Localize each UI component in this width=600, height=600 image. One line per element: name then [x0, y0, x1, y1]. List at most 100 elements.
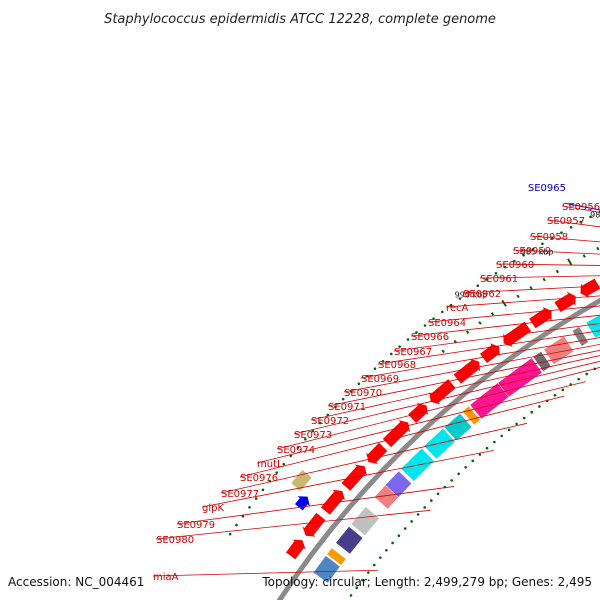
forward-gene[interactable]	[407, 402, 429, 424]
reverse-gene[interactable]	[312, 555, 341, 584]
label-leader	[427, 305, 600, 323]
ring-dot	[541, 242, 544, 246]
tick-mark	[501, 299, 507, 307]
tick-mark	[465, 330, 470, 335]
gene-label[interactable]: mutL	[257, 459, 283, 470]
gene-label[interactable]: SE0956	[562, 202, 600, 213]
ring-dot	[569, 225, 573, 229]
tick-mark	[567, 258, 573, 266]
label-leader	[152, 569, 378, 577]
ring-dot	[403, 527, 407, 530]
reverse-gene[interactable]	[571, 326, 589, 347]
label-leader	[360, 337, 600, 379]
ring-dot	[441, 310, 444, 314]
ring-dot	[373, 367, 377, 370]
label-leader	[445, 295, 600, 308]
forward-gene[interactable]	[428, 378, 457, 406]
ring-dot	[311, 429, 315, 433]
ring-dot	[513, 259, 516, 263]
gene-label[interactable]: SE0962	[463, 289, 501, 300]
gene-label[interactable]: SE0967	[394, 347, 432, 358]
ring-dot	[318, 421, 322, 425]
reverse-gene[interactable]	[423, 428, 456, 460]
ring-dot	[379, 556, 382, 559]
forward-gene[interactable]	[579, 277, 600, 299]
label-leader	[293, 360, 600, 435]
gene-label[interactable]: SE0957	[547, 216, 585, 227]
selected-feature[interactable]: SE0965	[291, 183, 600, 511]
forward-gene[interactable]	[479, 342, 501, 364]
label-leader	[176, 486, 455, 525]
selected-marker[interactable]	[294, 496, 310, 511]
forward-gene[interactable]	[528, 305, 553, 329]
forward-gene[interactable]	[453, 357, 481, 385]
label-leader	[276, 367, 600, 450]
ring-dot	[406, 338, 410, 341]
ring-dot	[423, 324, 427, 327]
gene-label[interactable]: SE0958	[530, 232, 568, 243]
gene-label[interactable]: SE0980	[156, 535, 194, 546]
ring-dot	[430, 499, 433, 502]
gene-label[interactable]: SE0961	[480, 274, 518, 285]
tick-ring: 960 kbp965 kbp970 kbp975 kbp980 kbp985 k…	[441, 210, 600, 354]
forward-gene[interactable]	[285, 538, 307, 560]
ring-dot	[410, 520, 413, 523]
tick-label: 990 kbp	[455, 290, 488, 299]
gene-label[interactable]: SE0973	[294, 430, 332, 441]
ring-dot	[326, 413, 330, 417]
reverse-gene[interactable]	[532, 351, 552, 373]
ring-dot	[449, 303, 453, 307]
ring-dot	[254, 497, 258, 500]
ring-dot	[390, 352, 393, 356]
forward-gene[interactable]	[365, 442, 388, 465]
gene-label[interactable]: miaA	[153, 572, 179, 583]
ring-dot	[500, 434, 504, 438]
ring-dot	[579, 220, 583, 224]
label-leaders	[152, 205, 600, 577]
gene-label[interactable]: SE0960	[496, 260, 534, 271]
ring-dot	[561, 388, 565, 392]
reverse-gene[interactable]	[585, 296, 600, 339]
label-leader	[310, 355, 600, 421]
gene-label[interactable]: SE0964	[428, 318, 466, 329]
reverse-gene[interactable]	[384, 470, 412, 498]
reverse-gene[interactable]	[326, 547, 347, 566]
forward-gene[interactable]	[301, 512, 327, 538]
gene-label[interactable]: SE0974	[277, 445, 315, 456]
summary-text: Topology: circular; Length: 2,499,279 bp…	[261, 575, 592, 589]
ring-dot	[458, 297, 462, 300]
gene-label[interactable]: SE0969	[361, 374, 399, 385]
gene-label[interactable]: SE0976	[240, 473, 278, 484]
forward-gene[interactable]	[553, 290, 577, 313]
ring-dot	[485, 278, 489, 281]
reverse-gene[interactable]	[335, 526, 364, 555]
label-leader	[220, 422, 528, 494]
reverse-gene[interactable]	[497, 357, 543, 398]
forward-gene[interactable]	[320, 489, 346, 516]
label-leader	[343, 343, 600, 393]
selected-gene-label[interactable]: SE0965	[528, 183, 566, 194]
ring-dot	[476, 284, 480, 288]
reverse-gene[interactable]	[443, 413, 473, 442]
tick-mark	[529, 286, 533, 290]
gene-label[interactable]: SE0979	[177, 520, 215, 531]
ring-dot	[357, 382, 361, 386]
gene-label[interactable]: SE0959	[513, 246, 551, 257]
ring-dot	[538, 405, 541, 408]
ring-dot	[507, 428, 511, 432]
gene-label[interactable]: SE0977	[221, 489, 259, 500]
gene-label[interactable]: glpK	[202, 503, 224, 514]
gene-label[interactable]: SE0971	[328, 402, 366, 413]
gene-label[interactable]: SE0970	[344, 388, 382, 399]
label-leader	[393, 323, 600, 352]
ring-dot	[530, 410, 534, 414]
gene-label[interactable]: SE0972	[311, 416, 349, 427]
ring-dot	[341, 397, 345, 401]
label-leader	[377, 330, 600, 365]
gene-label[interactable]: SE0966	[411, 332, 449, 343]
ring-dot	[416, 513, 420, 516]
feature-block[interactable]	[291, 469, 312, 491]
gene-label[interactable]: SE0968	[378, 360, 416, 371]
gene-label[interactable]: recA	[446, 303, 469, 314]
reverse-gene[interactable]	[350, 506, 380, 536]
